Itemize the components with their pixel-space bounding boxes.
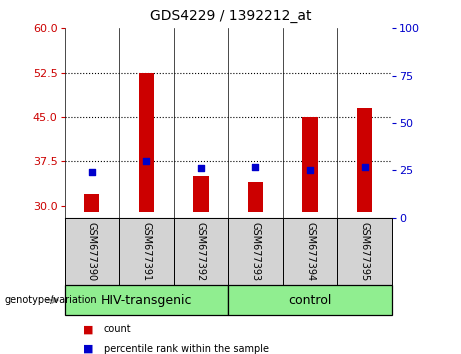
Text: HIV-transgenic: HIV-transgenic [100, 293, 192, 307]
Text: genotype/variation: genotype/variation [5, 295, 97, 305]
Point [142, 158, 150, 164]
Point [361, 164, 368, 170]
Text: GSM677391: GSM677391 [142, 222, 151, 281]
Point [306, 167, 313, 173]
Text: GSM677394: GSM677394 [305, 222, 315, 281]
Bar [337, 218, 392, 285]
Bar [193, 176, 208, 212]
Bar [248, 182, 263, 212]
Bar [357, 108, 372, 212]
Bar [283, 218, 337, 285]
Bar [139, 73, 154, 212]
Bar [119, 218, 174, 285]
Bar [65, 285, 228, 315]
Point [197, 166, 205, 171]
Text: GSM677393: GSM677393 [250, 222, 260, 281]
Bar [65, 218, 119, 285]
Text: GSM677395: GSM677395 [360, 222, 370, 281]
Bar [174, 218, 228, 285]
Text: GDS4229 / 1392212_at: GDS4229 / 1392212_at [150, 9, 311, 23]
Bar [228, 285, 392, 315]
Bar [84, 194, 100, 212]
Text: ■: ■ [83, 344, 94, 354]
Point [88, 170, 95, 175]
Text: ■: ■ [83, 324, 94, 334]
Text: GSM677390: GSM677390 [87, 222, 97, 281]
Bar [228, 218, 283, 285]
Text: count: count [104, 324, 131, 334]
Bar [302, 117, 318, 212]
Text: control: control [288, 293, 332, 307]
Point [252, 164, 259, 170]
Text: percentile rank within the sample: percentile rank within the sample [104, 344, 269, 354]
Text: GSM677392: GSM677392 [196, 222, 206, 281]
